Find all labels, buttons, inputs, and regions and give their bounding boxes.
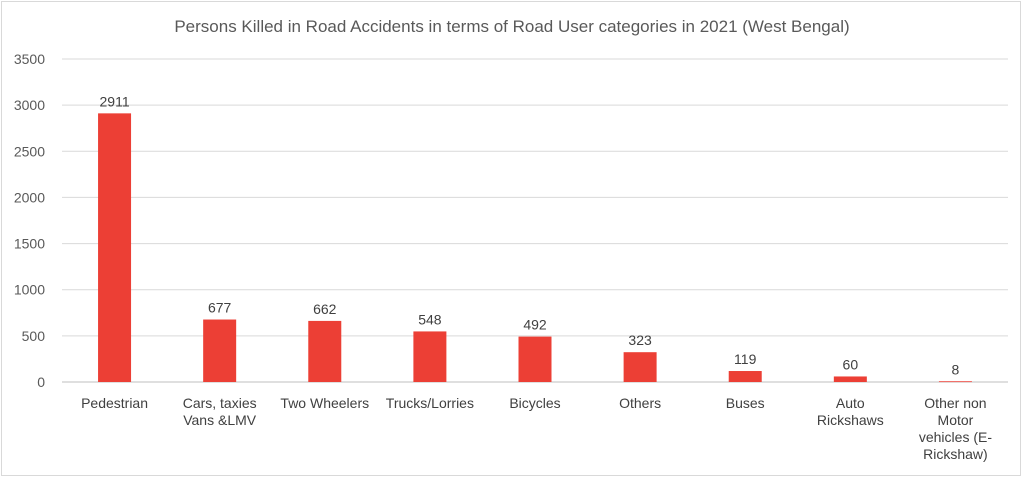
data-label-7: 60 — [843, 356, 859, 372]
y-tick-3500: 3500 — [14, 51, 45, 67]
category-label-7: Auto Rickshaws — [817, 395, 884, 428]
bar-8 — [938, 381, 972, 383]
y-tick-2000: 2000 — [14, 189, 45, 205]
bar-7 — [833, 376, 867, 382]
y-tick-500: 500 — [22, 328, 46, 344]
chart-title: Persons Killed in Road Accidents in term… — [174, 17, 849, 36]
category-label-2: Two Wheelers — [280, 395, 369, 411]
data-labels: 2911 677 662 548 492 323 119 60 8 — [100, 93, 960, 377]
y-tick-3000: 3000 — [14, 97, 45, 113]
category-label-0: Pedestrian — [81, 395, 148, 411]
data-label-2: 662 — [313, 301, 337, 317]
bar-6 — [728, 371, 762, 382]
y-tick-0: 0 — [37, 374, 45, 390]
bar-1 — [203, 319, 237, 382]
y-axis-ticks: 0 500 1000 1500 2000 2500 3000 3500 — [14, 51, 45, 390]
data-label-8: 8 — [952, 361, 960, 377]
y-tick-2500: 2500 — [14, 143, 45, 159]
y-tick-1000: 1000 — [14, 282, 45, 298]
bar-5 — [623, 352, 657, 382]
bar-3 — [413, 331, 447, 382]
bar-4 — [518, 336, 552, 382]
y-tick-1500: 1500 — [14, 236, 45, 252]
bar-0 — [98, 113, 132, 382]
data-label-3: 548 — [418, 311, 442, 327]
category-label-4: Bicycles — [509, 395, 560, 411]
data-label-6: 119 — [734, 351, 757, 367]
category-label-3: Trucks/Lorries — [386, 395, 474, 411]
category-label-8: Other non Motor vehicles (E-Rickshaw) — [919, 395, 992, 462]
data-label-4: 492 — [523, 317, 547, 333]
bar-2 — [308, 320, 342, 382]
category-label-6: Buses — [726, 395, 765, 411]
x-axis-categories: Pedestrian Cars, taxies Vans &LMV Two Wheel… — [81, 395, 992, 462]
bars — [98, 113, 972, 383]
category-label-5: Others — [619, 395, 661, 411]
data-label-1: 677 — [208, 300, 232, 316]
data-label-5: 323 — [628, 332, 652, 348]
category-label-1: Cars, taxies Vans &LMV — [183, 395, 257, 428]
data-label-0: 2911 — [100, 93, 130, 109]
